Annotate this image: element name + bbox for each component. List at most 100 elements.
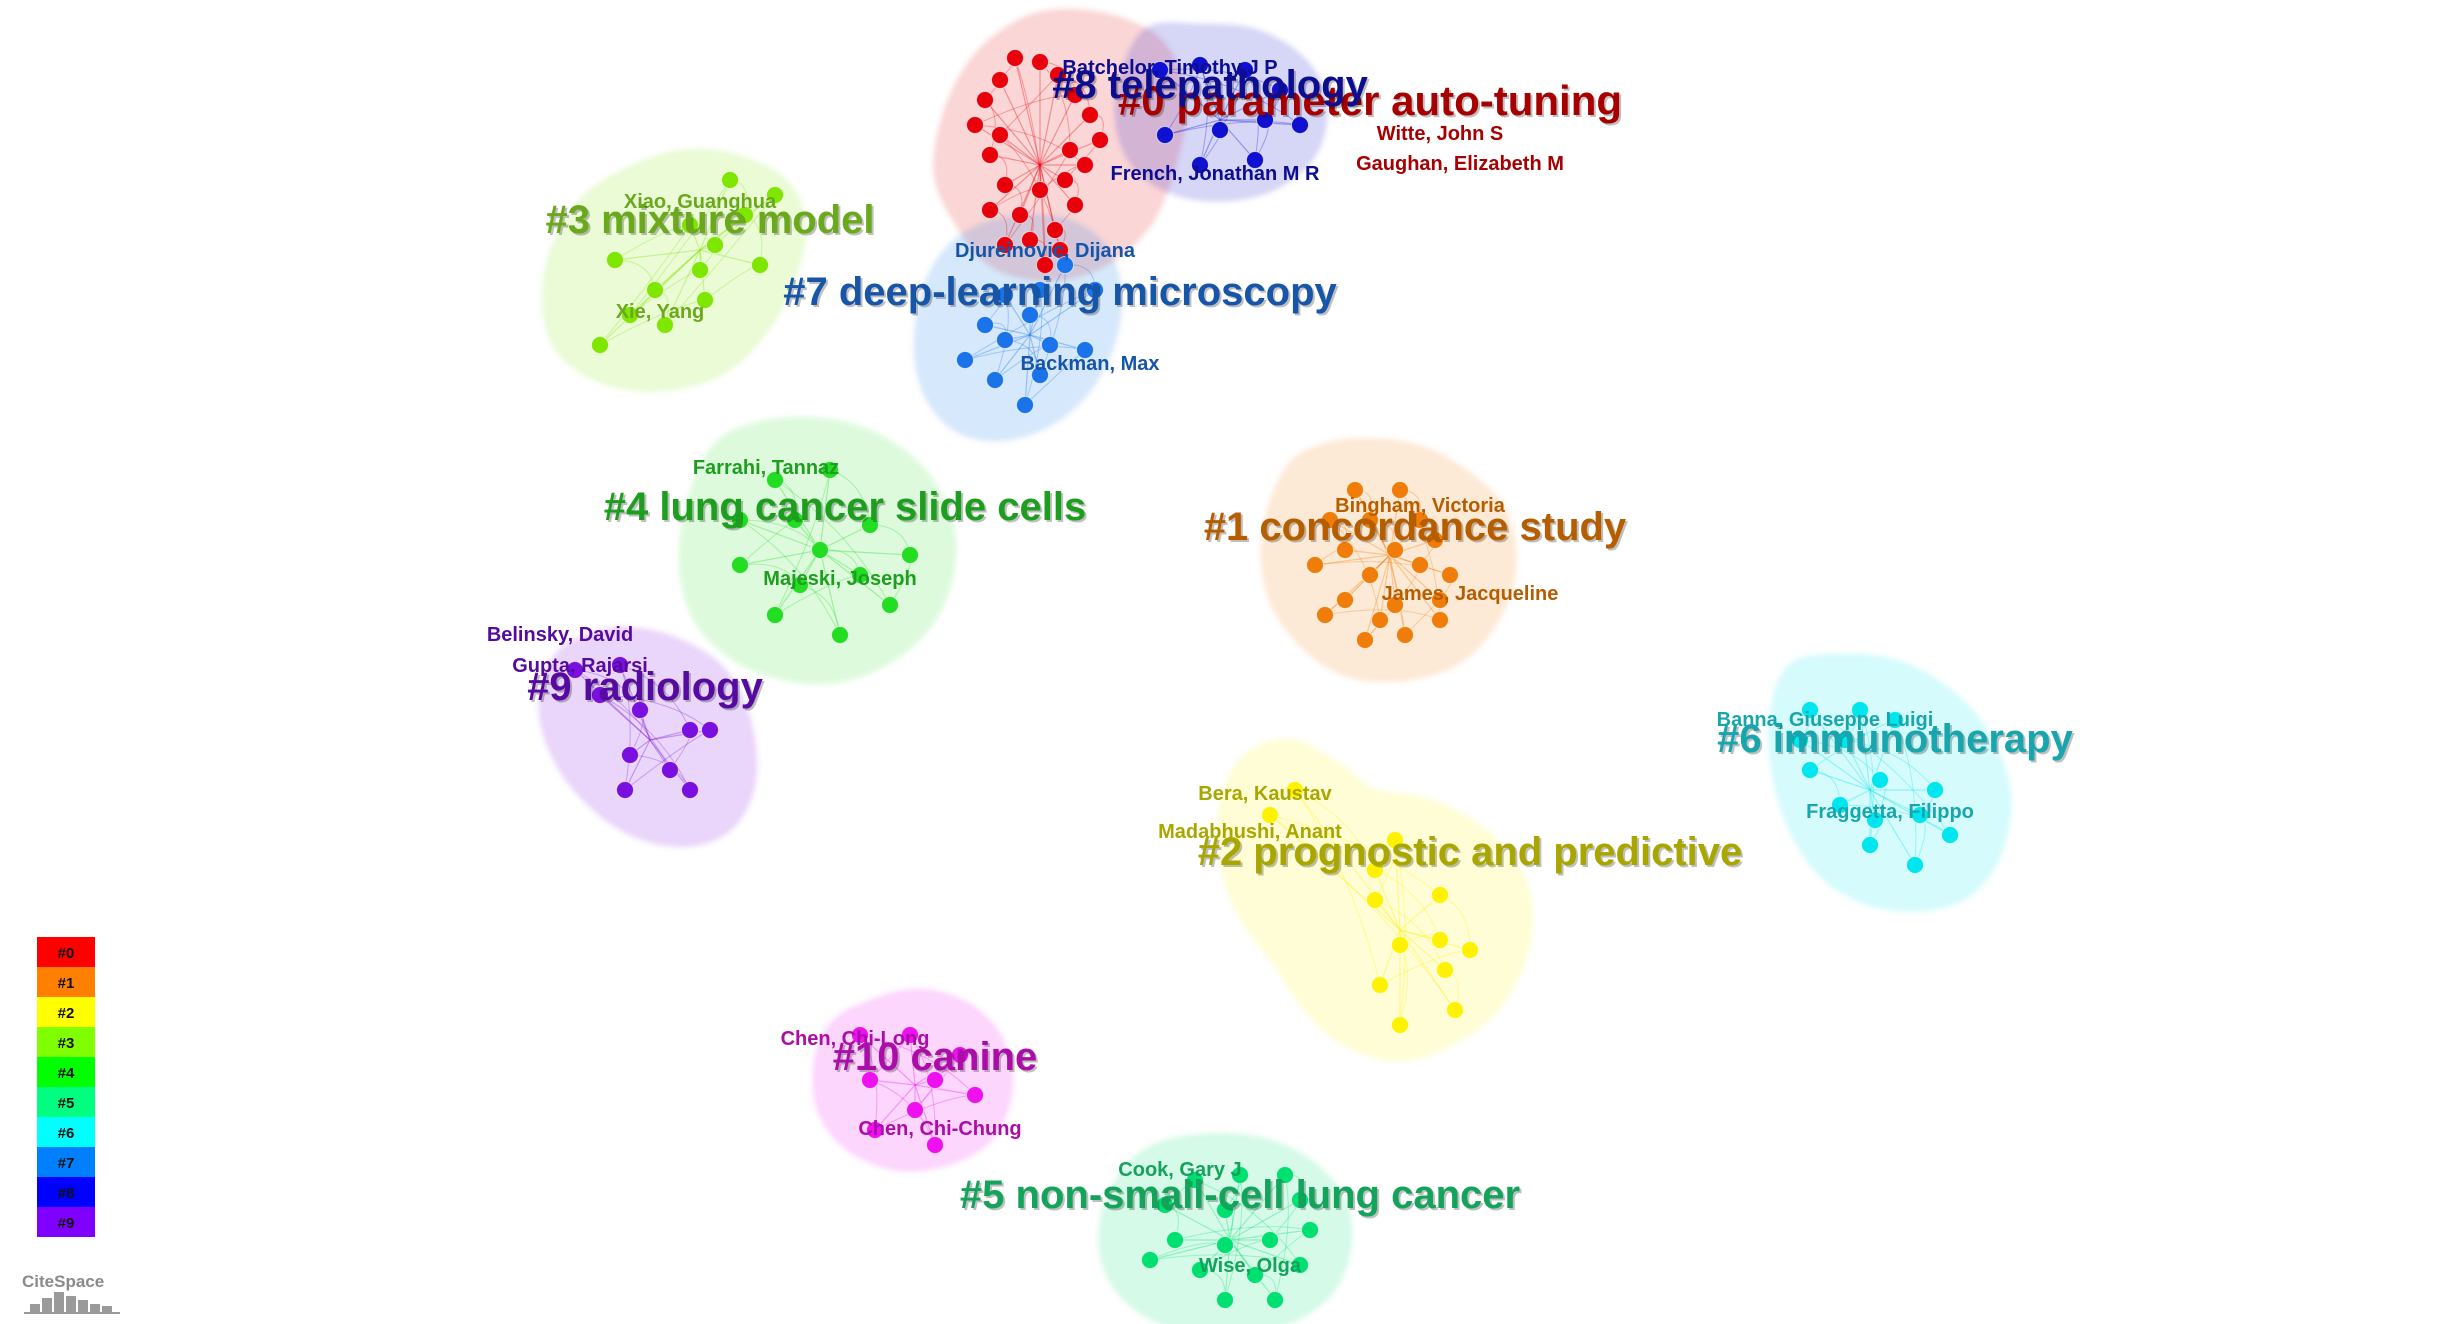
author-node-c10-5 <box>926 1071 944 1089</box>
author-node-c4-10 <box>881 596 899 614</box>
citespace-logo-text: CiteSpace <box>22 1272 104 1291</box>
author-label-c0-0: Witte, John S <box>1377 123 1503 145</box>
author-node-c7-12 <box>1016 396 1034 414</box>
author-node-c0-7 <box>966 116 984 134</box>
link-c3-8 <box>654 249 701 291</box>
link-c2-0 <box>1294 789 1401 931</box>
author-node-c4-9 <box>791 576 809 594</box>
link-arc-c6-13 <box>1894 719 1917 866</box>
author-node-c9-9 <box>681 781 699 799</box>
logo-bar-0 <box>30 1304 40 1312</box>
link-c7-6 <box>964 334 1031 361</box>
author-node-c0-13 <box>1031 181 1049 199</box>
link-c0-5 <box>1039 114 1091 166</box>
logo-bar-3 <box>66 1296 76 1312</box>
legend-label-3: #3 <box>58 1035 75 1052</box>
link-c6-4 <box>1844 739 1871 791</box>
link-c5-1 <box>1229 1174 1241 1241</box>
author-node-c5-9 <box>1301 1221 1319 1239</box>
author-node-c1-0 <box>1346 481 1364 499</box>
link-c5-5 <box>1229 1199 1301 1241</box>
author-nodes <box>566 49 1959 1309</box>
link-c1-18 <box>1389 554 1441 621</box>
link-c1-8 <box>1314 554 1391 566</box>
author-node-c5-13 <box>1291 1256 1309 1274</box>
author-node-c0-16 <box>981 201 999 219</box>
author-label-c6-0: Banna, Giuseppe Luigi <box>1717 709 1934 731</box>
author-node-c2-1 <box>1261 806 1279 824</box>
author-node-c0-9 <box>981 146 999 164</box>
link-c0-19 <box>1004 164 1041 246</box>
author-node-c3-5 <box>606 251 624 269</box>
author-label-c5-1: Wise, Olga <box>1199 1255 1302 1277</box>
link-arc-c9-7 <box>574 669 671 771</box>
link-c1-19 <box>1379 554 1391 621</box>
link-c0-16 <box>989 164 1041 211</box>
author-node-c6-2 <box>1886 711 1904 729</box>
link-c7-0 <box>1029 264 1066 336</box>
link-c6-10 <box>1869 789 1921 816</box>
link-arc-c3-12 <box>599 224 691 346</box>
author-node-c9-7 <box>661 761 679 779</box>
author-node-c5-11 <box>1191 1261 1209 1279</box>
author-node-c5-8 <box>1261 1231 1279 1249</box>
legend-swatch-1 <box>37 967 95 997</box>
author-node-c4-4 <box>861 516 879 534</box>
link-arc-c3-11 <box>664 194 776 326</box>
cluster-label-c1: #1 concordance study <box>1204 505 1627 549</box>
link-c10-3 <box>914 1084 976 1096</box>
author-node-c8-7 <box>1291 116 1309 134</box>
link-arc-c6-4 <box>1844 739 1936 791</box>
link-arc-c1-8 <box>1314 561 1451 576</box>
cluster-region-c6 <box>1768 653 2012 912</box>
cluster-label-shadow-c5: #5 non-small-cell lung cancer <box>962 1175 1522 1219</box>
link-c7-11 <box>994 334 1031 381</box>
legend-swatch-0 <box>37 937 95 967</box>
cluster-label-shadow-c3: #3 mixture model <box>547 200 876 244</box>
cluster-label-c10: #10 canine <box>833 1035 1038 1079</box>
legend-swatch-4 <box>37 1057 95 1087</box>
author-node-c0-1 <box>1031 53 1049 71</box>
author-node-c5-7 <box>1216 1236 1234 1254</box>
author-node-c6-4 <box>1836 731 1854 749</box>
legend-swatch-2 <box>37 997 95 1027</box>
author-label-c7-0: Djureinovic, Dijana <box>955 240 1136 262</box>
link-arc-c5-15 <box>1274 1174 1289 1301</box>
author-node-c0-5 <box>1081 106 1099 124</box>
author-label-c8-0: Batchelor, Timothy J P <box>1062 57 1277 79</box>
author-node-c0-3 <box>991 71 1009 89</box>
author-node-c10-2 <box>951 1046 969 1064</box>
author-node-c6-7 <box>1926 781 1944 799</box>
author-node-c1-10 <box>1411 556 1429 574</box>
author-node-c6-1 <box>1851 701 1869 719</box>
cluster-label-shadow-c8: #8 telepathology <box>1054 65 1370 109</box>
link-c0-17 <box>1039 164 1056 231</box>
author-node-c7-6 <box>956 351 974 369</box>
author-node-c1-9 <box>1361 566 1379 584</box>
link-arc-c2-10 <box>1294 789 1381 986</box>
author-node-c10-8 <box>906 1101 924 1119</box>
link-arc-c6-11 <box>1809 709 1951 836</box>
author-node-c5-4 <box>1216 1201 1234 1219</box>
logo-bar-6 <box>102 1306 112 1312</box>
link-arc-c4-10 <box>774 479 891 606</box>
legend-label-7: #7 <box>58 1155 75 1172</box>
author-node-c4-3 <box>786 511 804 529</box>
author-node-c0-8 <box>1091 131 1109 149</box>
link-c7-3 <box>1029 289 1096 336</box>
cluster-label-c9: #9 radiology <box>527 665 763 709</box>
author-node-c7-5 <box>1021 306 1039 324</box>
author-node-c5-14 <box>1216 1291 1234 1309</box>
author-node-c6-8 <box>1831 796 1849 814</box>
legend-swatch-3 <box>37 1027 95 1057</box>
author-node-c7-0 <box>1056 256 1074 274</box>
author-node-c5-1 <box>1231 1166 1249 1184</box>
cluster-label-shadow-c7: #7 deep-learning microscopy <box>785 272 1339 316</box>
author-node-c5-3 <box>1156 1196 1174 1214</box>
author-node-c6-12 <box>1861 836 1879 854</box>
cluster-label-shadow-c4: #4 lung cancer slide cells <box>606 487 1088 531</box>
cluster-label-c0: #0 parameter auto-tuning <box>1118 77 1622 124</box>
logo-bar-5 <box>90 1304 100 1312</box>
link-c3-0 <box>699 179 731 251</box>
legend-label-5: #5 <box>58 1095 75 1112</box>
